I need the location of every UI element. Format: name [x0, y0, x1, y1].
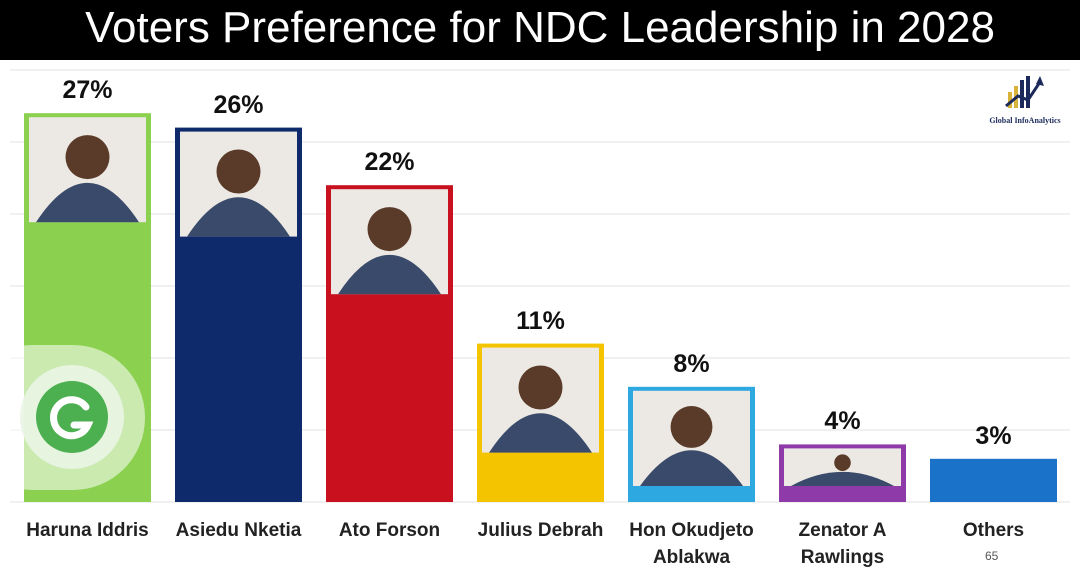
category-label: Julius Debrah: [477, 520, 604, 541]
data-label: 3%: [975, 421, 1012, 450]
candidate-photo: [180, 131, 297, 237]
candidate-photo: [482, 347, 599, 453]
bar: [930, 458, 1057, 502]
category-label: Others: [962, 520, 1025, 541]
candidate-photo: [29, 117, 146, 223]
candidate-photo: [784, 448, 901, 486]
category-label: Zenator A Rawlings: [798, 520, 887, 568]
category-label: Asiedu Nketia: [175, 520, 302, 541]
category-label: Ato Forson: [338, 520, 441, 541]
g-badge-icon: [0, 345, 145, 490]
candidate-photo: [633, 390, 750, 486]
category-label: Hon Okudjeto Ablakwa: [629, 520, 754, 568]
data-label: 26%: [213, 90, 264, 119]
data-label: 4%: [824, 407, 861, 436]
chart-title: Voters Preference for NDC Leadership in …: [85, 3, 995, 52]
data-label: 11%: [516, 306, 565, 335]
brand-logo: Global InfoAnalytics: [980, 72, 1070, 138]
data-label: 22%: [364, 148, 415, 177]
data-label: 8%: [673, 349, 710, 378]
page-number: 65: [985, 549, 999, 563]
title-bar: Voters Preference for NDC Leadership in …: [0, 0, 1080, 60]
brand-name: Global InfoAnalytics: [989, 116, 1061, 125]
data-label: 27%: [62, 76, 113, 105]
candidate-photo: [331, 189, 448, 295]
category-label: Haruna Iddris: [26, 520, 149, 541]
